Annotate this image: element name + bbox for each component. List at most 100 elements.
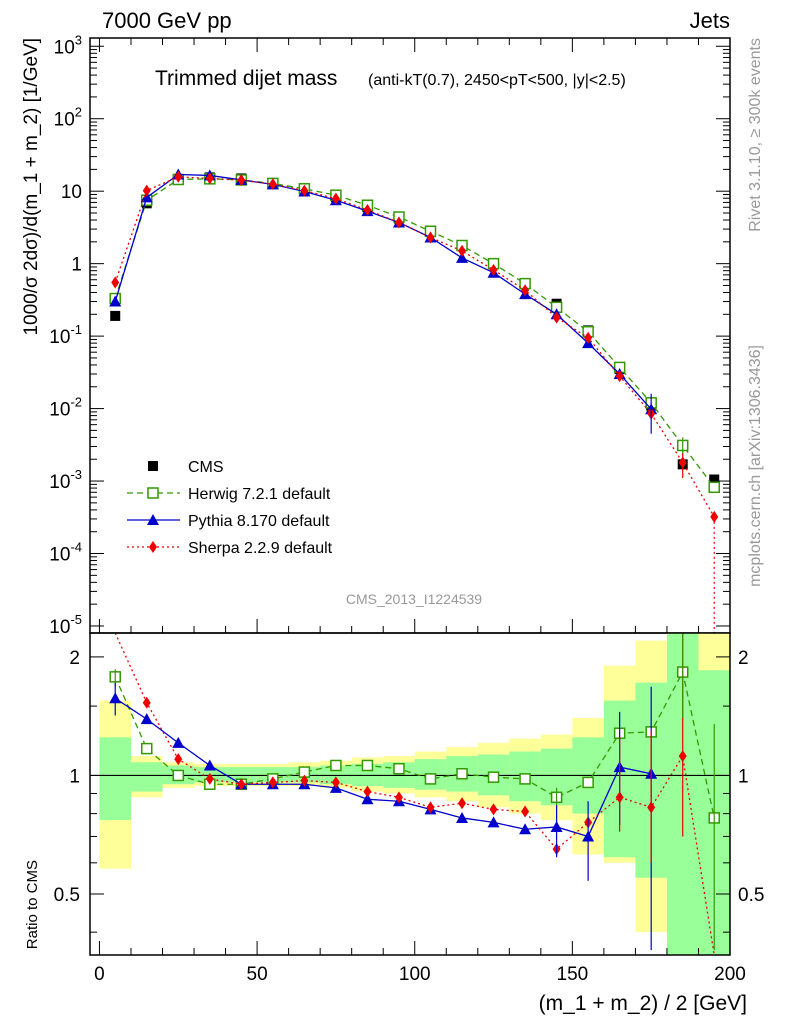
ratio-point [140, 742, 153, 755]
ratio-point [300, 774, 309, 787]
data-point [140, 191, 153, 203]
ratio-point [487, 816, 500, 828]
data-point [300, 184, 309, 197]
ratio-line-2 [114, 632, 715, 956]
uncertainty-band-1sigma [225, 767, 258, 783]
ratio-point [521, 805, 530, 818]
ratio-point [140, 713, 153, 725]
legend-marker [148, 461, 158, 471]
analysis-id-label: CMS_2013_I1224539 [346, 591, 482, 607]
ratio-point [205, 772, 214, 785]
ratio-point [331, 776, 340, 789]
data-point [394, 216, 403, 229]
x-tick-label: 100 [399, 964, 431, 985]
x-axis-title: (m_1 + m_2) / 2 [GeV] [539, 992, 747, 1015]
y-tick-label: 102 [54, 105, 82, 131]
ratio-y-tick-label-right: 1 [738, 766, 749, 787]
ratio-line-0 [114, 670, 715, 819]
x-tick-label: 200 [714, 964, 746, 985]
ratio-point [456, 811, 469, 823]
ratio-plot-panel: 0.5 0.5 1 1 2 2 0 50 100 150 200 [54, 632, 764, 985]
ratio-point [172, 736, 185, 748]
ratio-point [172, 769, 185, 782]
rivet-label: Rivet 3.1.10, ≥ 300k events [747, 38, 764, 232]
ratio-point [361, 793, 374, 805]
series-line-3 [114, 176, 715, 518]
ratio-y-tick-label-right: 2 [738, 648, 749, 669]
data-point [205, 172, 214, 185]
ratio-y-tick-label-right: 0.5 [738, 885, 764, 906]
data-point [363, 204, 372, 217]
data-point [709, 474, 720, 485]
data-point [552, 311, 561, 324]
y-tick-label: 10-5 [49, 612, 82, 638]
main-plot-frame [89, 37, 731, 634]
legend-marker [147, 514, 159, 525]
ratio-point [361, 759, 374, 772]
ratio-point [426, 801, 435, 814]
ratio-point [268, 776, 277, 789]
legend-label: Herwig 7.2.1 default [188, 486, 331, 503]
series-line-2 [114, 173, 652, 410]
ratio-point [363, 785, 372, 798]
data-point [109, 295, 122, 307]
legend-label: CMS [188, 459, 224, 476]
uncertainty-band-1sigma [130, 762, 163, 792]
ratio-point [458, 797, 467, 810]
ratio-point [582, 776, 594, 789]
plot-title: Trimmed dijet mass [155, 67, 337, 90]
ratio-point [203, 759, 216, 771]
ratio-point [393, 762, 405, 775]
data-point [584, 331, 593, 344]
x-tick-label: 50 [247, 964, 268, 985]
data-point [268, 178, 277, 191]
y-tick-label: 10 [61, 182, 82, 203]
y-tick-label: 10-1 [49, 322, 82, 348]
data-point [708, 481, 720, 494]
data-point [456, 251, 469, 263]
ratio-point [424, 773, 437, 785]
ratio-point [519, 823, 532, 835]
main-plot-panel: 10-5 10-4 10-3 10-2 10-1 1 10 102 103 [49, 32, 731, 638]
plot-title-detail: (anti-kT(0.7), 2450<pT<500, |y|<2.5) [368, 72, 626, 89]
legend-label: Pythia 8.170 default [188, 513, 330, 530]
legend-marker [149, 541, 157, 553]
data-point [615, 370, 624, 383]
data-point [458, 244, 467, 257]
y-axis-title: 1000/σ 2dσ)/d(m_1 + m_2) [1/GeV] [21, 38, 42, 336]
process-label: Jets [690, 8, 730, 33]
y-tick-label: 1 [71, 255, 82, 276]
ratio-y-axis-title: Ratio to CMS [24, 860, 41, 949]
data-point [142, 184, 151, 197]
beam-energy-label: 7000 GeV pp [102, 8, 232, 33]
ratio-plot-frame [89, 632, 731, 956]
mcplots-label: mcplots.cern.ch [arXiv:1306.3436] [747, 345, 764, 587]
ratio-y-tick-label: 2 [69, 648, 80, 669]
data-point [331, 192, 340, 205]
ratio-y-tick-label: 0.5 [54, 885, 80, 906]
ratio-point [330, 759, 342, 772]
legend-marker [147, 487, 159, 499]
legend: CMS Herwig 7.2.1 default Pythia 8.170 defa… [127, 459, 333, 557]
series-line-1 [114, 178, 715, 488]
data-point [237, 174, 246, 187]
data-point [489, 263, 498, 276]
y-tick-label: 10-2 [49, 395, 82, 421]
x-tick-label: 150 [557, 964, 589, 985]
data-point [426, 231, 435, 244]
data-point [521, 284, 530, 297]
y-tick-label: 10-3 [49, 467, 82, 493]
ratio-line-1 [114, 697, 652, 838]
legend-label: Sherpa 2.2.9 default [188, 540, 333, 557]
ratio-point [394, 791, 403, 804]
data-point [174, 170, 183, 183]
ratio-point [487, 771, 500, 783]
ratio-point [237, 778, 246, 791]
y-tick-label: 10-4 [49, 540, 82, 566]
ratio-y-tick-label: 1 [69, 766, 80, 787]
y-tick-label: 103 [54, 32, 82, 58]
ratio-point [174, 753, 183, 766]
ratio-point [489, 803, 498, 816]
x-tick-label: 0 [94, 964, 105, 985]
